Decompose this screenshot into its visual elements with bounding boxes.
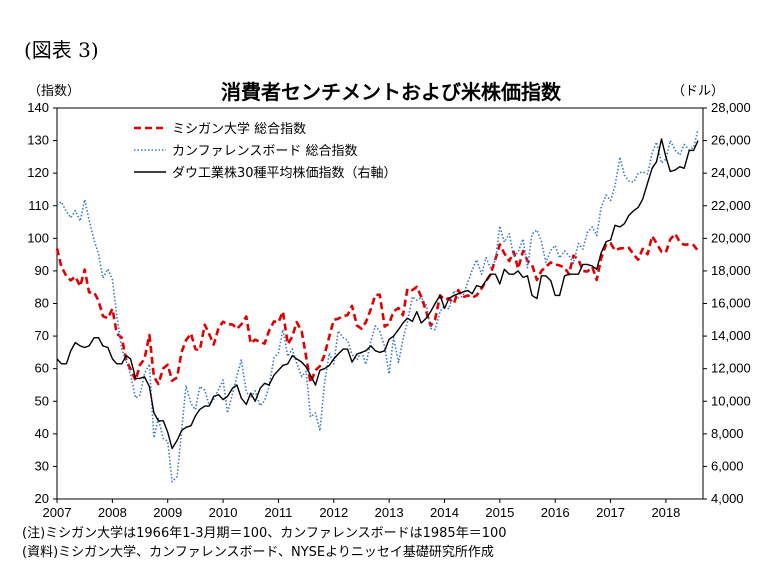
x-axis-tick-label: 2016 [541, 505, 570, 520]
right-axis-tick-label: 28,000 [711, 100, 751, 115]
left-axis-tick-label: 90 [35, 263, 49, 278]
right-axis-tick-label: 8,000 [711, 426, 744, 441]
figure-label: (図表 3) [24, 38, 99, 62]
note-line: (資料)ミシガン大学、カンファレンスボード、NYSEよりニッセイ基礎研究所作成 [22, 545, 494, 560]
left-axis-tick-label: 140 [27, 100, 49, 115]
right-axis-tick-label: 6,000 [711, 458, 744, 473]
x-axis-tick-label: 2010 [209, 505, 238, 520]
left-axis-tick-label: 80 [35, 296, 49, 311]
x-axis-tick-label: 2017 [596, 505, 625, 520]
left-axis-tick-label: 60 [35, 361, 49, 376]
x-axis-tick-label: 2015 [485, 505, 514, 520]
left-axis-tick-label: 100 [27, 230, 49, 245]
left-axis-tick-label: 130 [27, 133, 49, 148]
x-axis-tick-label: 2007 [43, 505, 72, 520]
chart-axes: 20 30 40 50 60 70 80 90 100 110 120 130 140 4,000 6,00… [27, 100, 750, 520]
right-axis-tick-label: 10,000 [711, 393, 751, 408]
left-axis-tick-label: 20 [35, 491, 49, 506]
right-axis-tick-label: 22,000 [711, 198, 751, 213]
series-line-1 [55, 232, 700, 386]
chart-title: 消費者センチメントおよび米株価指数 [221, 80, 561, 104]
x-axis-tick-label: 2018 [651, 505, 680, 520]
left-axis-tick-label: 70 [35, 328, 49, 343]
x-axis-tick-label: 2014 [430, 505, 459, 520]
right-axis-tick-label: 26,000 [711, 133, 751, 148]
x-axis-tick-label: 2012 [319, 505, 348, 520]
left-axis-tick-label: 110 [28, 198, 49, 213]
legend-label-2: カンファレンスボード 総合指数 [172, 144, 357, 159]
note-line: (注)ミシガン大学は1966年1-3月期＝100、カンファレンスボードは1985… [22, 526, 507, 541]
left-axis-tick-label: 50 [35, 393, 49, 408]
x-axis-tick-label: 2008 [98, 505, 127, 520]
right-axis-tick-label: 14,000 [711, 328, 751, 343]
legend-label-1: ミシガン大学 総合指数 [172, 121, 306, 137]
left-axis-tick-label: 40 [35, 426, 49, 441]
left-axis-tick-label: 30 [35, 458, 49, 473]
x-axis-tick-label: 2009 [153, 505, 182, 520]
left-axis-tick-label: 120 [27, 165, 49, 180]
right-axis-tick-label: 20,000 [711, 230, 751, 245]
series-line-2 [56, 129, 699, 483]
series-layer [55, 129, 700, 483]
series-line-3 [56, 138, 699, 450]
legend-label-3: ダウ工業株30種平均株価指数（右軸） [172, 165, 397, 181]
right-axis-tick-label: 24,000 [711, 165, 751, 180]
footnotes: (注)ミシガン大学は1966年1-3月期＝100、カンファレンスボードは1985… [22, 524, 507, 562]
right-axis-unit-label: （ドル） [671, 84, 724, 99]
left-axis-unit-label: （指数） [28, 84, 81, 99]
x-axis-tick-label: 2013 [375, 505, 404, 520]
right-axis-tick-label: 18,000 [711, 263, 751, 278]
x-axis-tick-label: 2011 [264, 505, 292, 520]
right-axis-tick-label: 12,000 [711, 361, 751, 376]
right-axis-tick-label: 16,000 [711, 296, 751, 311]
right-axis-tick-label: 4,000 [711, 491, 744, 506]
